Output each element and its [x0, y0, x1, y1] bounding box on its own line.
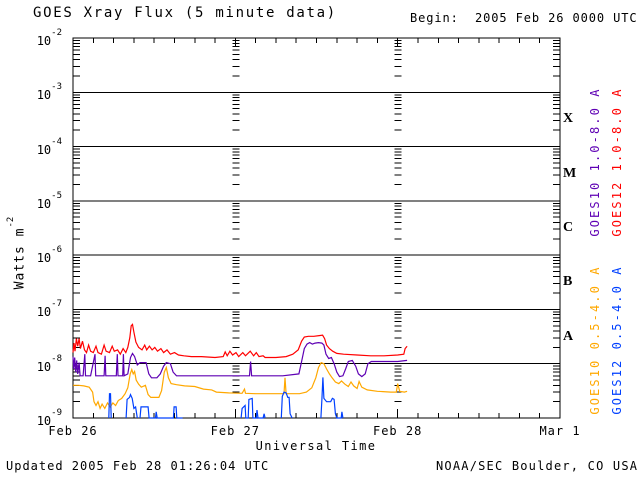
y-axis-title-exponent: -2 — [6, 216, 16, 228]
flare-class-letter-m: M — [563, 165, 577, 181]
flare-class-letter-x: X — [563, 111, 574, 127]
chart-title: GOES Xray Flux (5 minute data) — [33, 5, 337, 21]
updated-timestamp: Updated 2005 Feb 28 01:26:04 UTC — [6, 459, 270, 473]
x-tick-label: Mar 1 — [539, 424, 581, 438]
x-tick-label: Feb 26 — [48, 424, 98, 438]
y-axis-title: Watts m-2 — [6, 193, 27, 313]
y-tick-label: 10-7 — [36, 299, 62, 320]
flare-class-letter-b: B — [563, 274, 573, 290]
y-tick-label: 10-5 — [36, 190, 62, 211]
credit-label: NOAA/SEC Boulder, CO USA — [436, 459, 639, 473]
series-line-3 — [108, 393, 112, 419]
series-line-1 — [72, 323, 408, 359]
series-line-3 — [139, 406, 183, 419]
y-tick-label: 10-2 — [36, 28, 62, 48]
legend-goes12-long: GOES12 1.0-8.0 A — [609, 87, 624, 237]
y-tick-label: 10-4 — [36, 136, 62, 157]
series-line-3 — [125, 392, 138, 419]
series-line-0 — [72, 341, 408, 379]
series-line-3 — [280, 391, 293, 419]
begin-time-label: Begin: 2005 Feb 26 0000 UTC — [410, 11, 638, 25]
legend-goes12-long-text: GOES12 1.0-8.0 A — [610, 87, 624, 237]
y-tick-label: 10-8 — [36, 353, 62, 374]
legend-goes10-short: GOES10 0.5-4.0 A — [587, 265, 602, 415]
series-line-3 — [320, 377, 344, 419]
y-tick-label: 10-9 — [36, 408, 62, 428]
legend-goes12-short-text: GOES12 0.5-4.0 A — [610, 265, 624, 415]
legend-goes10-long-text: GOES10 1.0-8.0 A — [588, 87, 602, 237]
series-line-3 — [240, 397, 266, 419]
x-tick-label: Feb 28 — [372, 424, 423, 438]
grid — [72, 37, 561, 419]
series-line-2 — [73, 361, 408, 411]
x-tick-label: Feb 27 — [210, 424, 260, 438]
legend-goes10-short-text: GOES10 0.5-4.0 A — [588, 265, 602, 415]
y-tick-label: 10-3 — [36, 82, 62, 103]
flare-class-letter-c: C — [563, 220, 574, 235]
y-tick-label: 10-6 — [36, 245, 62, 266]
legend-goes12-short: GOES12 0.5-4.0 A — [609, 265, 624, 415]
legend-goes10-long: GOES10 1.0-8.0 A — [587, 87, 602, 237]
x-axis-title: Universal Time — [255, 439, 377, 453]
series-lines — [72, 323, 408, 419]
flare-class-letter-a: A — [563, 328, 574, 344]
